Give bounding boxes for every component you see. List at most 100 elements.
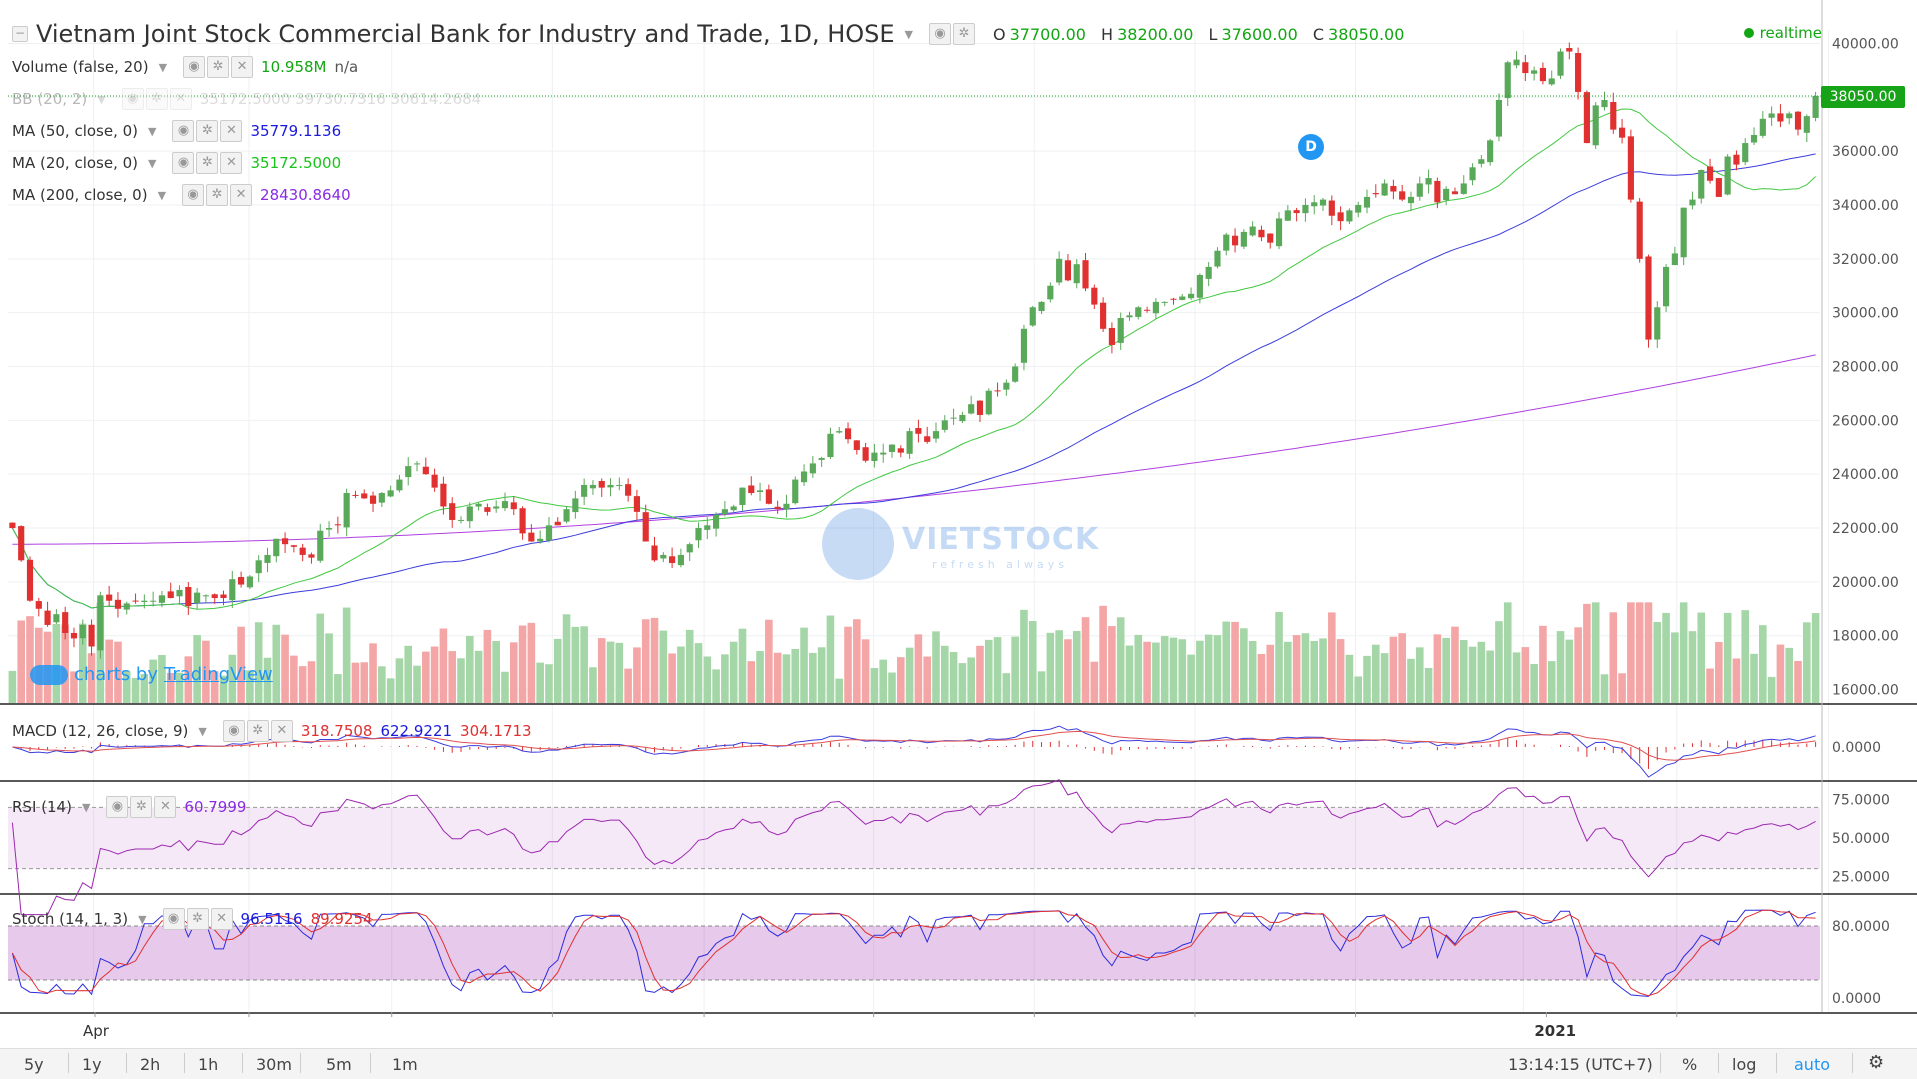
gear-icon[interactable]: ✲ [196, 120, 219, 142]
volume-bar [457, 658, 465, 703]
candle-body [862, 447, 869, 461]
price-tick-label: 40000.00 [1832, 36, 1899, 52]
gear-icon[interactable]: ✲ [196, 152, 219, 174]
volume-bar [1275, 612, 1283, 703]
range-button-5m[interactable]: 5m [326, 1055, 352, 1074]
close-icon[interactable]: ✕ [220, 120, 243, 142]
eye-icon[interactable]: ◉ [172, 152, 195, 174]
range-button-30m[interactable]: 30m [256, 1055, 292, 1074]
indicator-extra: n/a [334, 58, 359, 76]
indicator-name: Volume (false, 20) [12, 58, 149, 76]
range-button-2h[interactable]: 2h [140, 1055, 161, 1074]
volume-bar [1354, 676, 1363, 703]
volume-bar [738, 628, 747, 703]
range-button-1m[interactable]: 1m [392, 1055, 418, 1074]
title-actions: ◉ ✲ [929, 23, 976, 45]
close-icon[interactable]: ✕ [220, 152, 243, 174]
candle-body [519, 508, 526, 534]
close-icon[interactable]: ✕ [169, 88, 192, 110]
candle-body [528, 532, 535, 542]
candle-body [774, 506, 781, 510]
volume-bar [518, 625, 527, 703]
rsi-label: RSI (14) [12, 798, 72, 816]
volume-bar [1328, 612, 1336, 703]
chevron-down-icon[interactable]: ▼ [138, 912, 147, 926]
auto-toggle[interactable]: auto [1794, 1055, 1831, 1074]
candle-body [853, 440, 860, 450]
indicator-actions: ◉ ✲ ✕ [121, 88, 192, 110]
volume-bar [1152, 642, 1160, 703]
candle-body [1750, 134, 1758, 143]
candle-body [1144, 309, 1151, 311]
eye-icon[interactable]: ◉ [183, 56, 206, 78]
percent-toggle[interactable]: % [1682, 1055, 1698, 1074]
close-icon[interactable]: ✕ [154, 796, 177, 818]
range-button-1y[interactable]: 1y [82, 1055, 102, 1074]
candle-body [1539, 67, 1547, 82]
candle-body [730, 506, 737, 511]
event-marker-d[interactable]: D [1298, 134, 1324, 160]
gear-icon[interactable]: ⚙ [1868, 1052, 1885, 1073]
candle-body [475, 503, 482, 507]
range-button-5y[interactable]: 5y [24, 1055, 44, 1074]
indicator-value: 35172.5000 39730.7316 30614.2684 [199, 90, 482, 108]
eye-icon[interactable]: ◉ [121, 88, 144, 110]
volume-bar [1169, 637, 1178, 703]
chevron-down-icon[interactable]: ▼ [148, 124, 157, 138]
gear-icon[interactable]: ✲ [130, 796, 153, 818]
close-icon[interactable]: ✕ [270, 720, 293, 742]
chevron-down-icon[interactable]: ▼ [148, 156, 157, 170]
range-button-1h[interactable]: 1h [198, 1055, 219, 1074]
candle-body [1214, 250, 1221, 267]
candle-body [431, 474, 438, 488]
log-toggle[interactable]: log [1732, 1055, 1757, 1074]
volume-bar [782, 654, 791, 703]
gear-icon[interactable]: ✲ [207, 56, 230, 78]
chevron-down-icon[interactable]: ▼ [158, 60, 168, 74]
volume-bar [430, 646, 439, 703]
candle-body [721, 509, 728, 515]
candle-body [1240, 231, 1247, 247]
gear-icon[interactable]: ✲ [206, 184, 229, 206]
price-tick-label: 22000.00 [1832, 521, 1899, 537]
realtime-label: realtime [1759, 24, 1822, 42]
collapse-icon[interactable]: − [12, 26, 28, 42]
candle-body [1381, 183, 1388, 196]
candle-body [1249, 226, 1256, 236]
eye-icon[interactable]: ◉ [222, 720, 245, 742]
gear-icon[interactable]: ✲ [186, 908, 209, 930]
vietstock-logo: VIETSTOCK refresh always [822, 508, 1098, 580]
close-icon[interactable]: ✕ [231, 56, 254, 78]
chevron-down-icon[interactable]: ▼ [81, 800, 91, 814]
gear-icon[interactable]: ✲ [953, 23, 976, 45]
gear-icon[interactable]: ✲ [145, 88, 168, 110]
chevron-down-icon[interactable]: ▼ [198, 724, 207, 738]
eye-icon[interactable]: ◉ [172, 120, 195, 142]
divider [126, 1053, 127, 1073]
tradingview-watermark[interactable]: charts by TradingView [30, 664, 273, 685]
candle-body [325, 528, 333, 530]
volume-bar [1662, 612, 1670, 703]
eye-icon[interactable]: ◉ [106, 796, 129, 818]
indicator-value: 28430.8640 [260, 186, 351, 204]
watermark-brand[interactable]: TradingView [163, 664, 273, 685]
volume-bar [1477, 641, 1486, 703]
close-icon[interactable]: ✕ [230, 184, 253, 206]
indicator-actions: ◉ ✲ ✕ [172, 152, 243, 174]
candle-body [563, 509, 570, 522]
candle-body [1064, 260, 1072, 281]
eye-icon[interactable]: ◉ [162, 908, 185, 930]
chevron-down-icon[interactable]: ▼ [157, 188, 167, 202]
volume-bar [1319, 638, 1327, 703]
eye-icon[interactable]: ◉ [182, 184, 205, 206]
candle-body [1671, 253, 1678, 266]
candle-body [26, 559, 34, 601]
volume-bar [1451, 626, 1459, 703]
close-icon[interactable]: ✕ [210, 908, 233, 930]
chevron-down-icon[interactable]: ▼ [97, 92, 106, 106]
price-tick-label: 16000.00 [1832, 683, 1899, 699]
eye-icon[interactable]: ◉ [929, 23, 952, 45]
chevron-down-icon[interactable]: ▼ [904, 27, 914, 41]
gear-icon[interactable]: ✲ [246, 720, 269, 742]
